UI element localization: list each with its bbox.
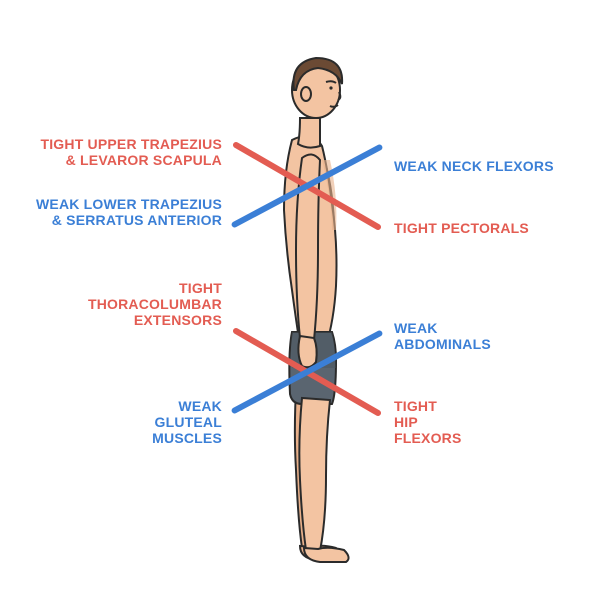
nose [338,92,340,100]
label-abdominals: WEAK ABDOMINALS [394,320,491,352]
label-thoracolumbar: TIGHT THORACOLUMBAR EXTENSORS [88,280,222,328]
ear [301,87,311,101]
label-lower_trap: WEAK LOWER TRAPEZIUS & SERRATUS ANTERIOR [36,196,222,228]
label-upper_trap: TIGHT UPPER TRAPEZIUS & LEVAROR SCAPULA [40,136,222,168]
infographic-stage: TIGHT UPPER TRAPEZIUS & LEVAROR SCAPULA W… [0,0,600,600]
foot-near [304,548,349,562]
label-neck_flex: WEAK NECK FLEXORS [394,158,554,174]
label-gluteals: WEAK GLUTEAL MUSCLES [152,398,222,446]
label-pectorals: TIGHT PECTORALS [394,220,529,236]
mouth [330,105,338,107]
leg-far [295,360,320,549]
eyebrow [326,81,336,83]
leg-near [299,398,330,551]
head [292,62,340,118]
hand-near [298,336,316,367]
eye [329,86,332,89]
label-hip_flex: TIGHT HIP FLEXORS [394,398,462,446]
hair [293,58,342,90]
foot-far [300,546,341,560]
torso [284,136,337,346]
neck [298,118,320,148]
